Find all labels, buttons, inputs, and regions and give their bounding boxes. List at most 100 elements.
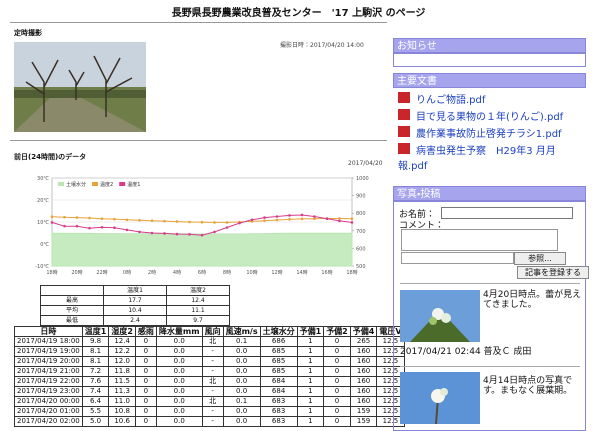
document-link[interactable]: 農作業事故防止啓発チラシ1.pdf <box>398 126 584 142</box>
table-cell: 0.0 <box>156 407 202 417</box>
x-tick-label: 20時 <box>71 270 82 276</box>
x-tick-label: 14時 <box>296 270 307 276</box>
table-cell: 平均 <box>41 306 104 316</box>
table-cell: 0 <box>324 367 351 377</box>
table-cell: 685 <box>260 367 297 377</box>
post-text: 4月20日時点。蕾が見えてきました。 <box>483 290 587 310</box>
column-header: 温度2 <box>167 286 230 296</box>
legend-swatch <box>119 182 125 186</box>
x-tick-label: 2時 <box>148 270 156 276</box>
table-row: 2017/04/19 21:007.211.800.0-0.0685101601… <box>15 367 405 377</box>
table-cell: 0 <box>324 397 351 407</box>
x-tick-label: 18時 <box>346 270 357 276</box>
table-cell: 0 <box>135 407 156 417</box>
table-cell: 1 <box>297 407 324 417</box>
table-cell: 5.5 <box>82 407 109 417</box>
table-cell: 2017/04/20 00:00 <box>15 397 83 407</box>
point <box>351 221 354 224</box>
x-tick-label: 16時 <box>321 270 332 276</box>
table-cell: 2017/04/19 18:00 <box>15 337 83 347</box>
table-cell: 最高 <box>41 296 104 306</box>
table-cell: 160 <box>350 367 377 377</box>
point <box>288 214 291 217</box>
point <box>276 215 279 218</box>
table-cell: 1 <box>297 387 324 397</box>
point <box>51 221 54 224</box>
y2-tick-label: 600 <box>356 246 366 252</box>
divider <box>10 140 387 141</box>
table-cell: 17.7 <box>104 296 167 306</box>
x-tick-label: 10時 <box>246 270 257 276</box>
table-cell: 7.2 <box>82 367 109 377</box>
column-header: 日時 <box>15 327 83 337</box>
point <box>101 226 104 229</box>
point <box>76 216 79 219</box>
comment-input[interactable] <box>401 229 558 251</box>
table-cell: 9.7 <box>167 316 230 326</box>
table-cell: 0 <box>135 397 156 407</box>
table-cell: - <box>202 357 223 367</box>
table-cell: 1 <box>297 367 324 377</box>
table-cell: - <box>202 387 223 397</box>
table-cell: 0.1 <box>223 397 260 407</box>
browse-button[interactable]: 参照... <box>514 252 566 265</box>
table-cell: 12.4 <box>109 337 136 347</box>
document-link[interactable]: りんご物語.pdf <box>398 92 584 108</box>
legend-label: 土壌水分 <box>66 181 86 188</box>
y2-tick-label: 1000 <box>356 176 369 182</box>
table-cell: 11.0 <box>109 397 136 407</box>
point <box>151 232 154 235</box>
column-header: 風速m/s <box>223 327 260 337</box>
table-cell: 1 <box>297 357 324 367</box>
point <box>301 214 304 217</box>
y2-tick-label: 800 <box>356 211 366 217</box>
table-cell: 0.0 <box>156 397 202 407</box>
point <box>251 219 254 222</box>
table-cell: 160 <box>350 397 377 407</box>
table-cell: 0 <box>324 347 351 357</box>
table-cell: 11.5 <box>109 377 136 387</box>
divider <box>400 283 580 284</box>
table-cell: 2017/04/20 02:00 <box>15 417 83 427</box>
table-cell: 2017/04/19 20:00 <box>15 357 83 367</box>
table-cell: 0 <box>135 387 156 397</box>
name-input[interactable] <box>441 207 573 219</box>
file-input[interactable] <box>401 252 514 264</box>
document-link[interactable]: 目で見る果物の１年(りんご).pdf <box>398 109 584 125</box>
column-header: 感雨 <box>135 327 156 337</box>
submit-button[interactable]: 記事を登録する <box>517 266 589 279</box>
document-link[interactable]: 病害虫発生予察 H29年3 月月報.pdf <box>398 143 584 174</box>
table-cell: 683 <box>260 397 297 407</box>
point <box>113 226 116 229</box>
table-cell: 8.1 <box>82 347 109 357</box>
table-cell: 7.6 <box>82 377 109 387</box>
table-cell: 10.6 <box>109 417 136 427</box>
column-header: 予備4 <box>350 327 377 337</box>
point <box>288 218 291 221</box>
table-cell: 0 <box>324 417 351 427</box>
document-name: 病害虫発生予察 H29年3 月月報.pdf <box>398 146 556 172</box>
table-cell: 0.0 <box>156 337 202 347</box>
point <box>213 221 216 224</box>
point <box>276 219 279 222</box>
table-cell: 11.1 <box>167 306 230 316</box>
table-cell: 159 <box>350 407 377 417</box>
table-cell: 683 <box>260 417 297 427</box>
point <box>163 220 166 223</box>
table-cell: 9.8 <box>82 337 109 347</box>
point <box>326 217 329 220</box>
table-cell: 0.0 <box>156 347 202 357</box>
pdf-icon <box>398 92 410 103</box>
table-cell: 0 <box>324 387 351 397</box>
point <box>201 234 204 237</box>
table-cell: 0.0 <box>223 347 260 357</box>
orchard-photo <box>14 42 146 132</box>
legend-swatch <box>58 182 64 186</box>
point <box>176 233 179 236</box>
table-cell: 0.0 <box>223 357 260 367</box>
point <box>338 217 341 220</box>
table-cell: 1 <box>297 337 324 347</box>
table-cell: 2017/04/19 22:00 <box>15 377 83 387</box>
